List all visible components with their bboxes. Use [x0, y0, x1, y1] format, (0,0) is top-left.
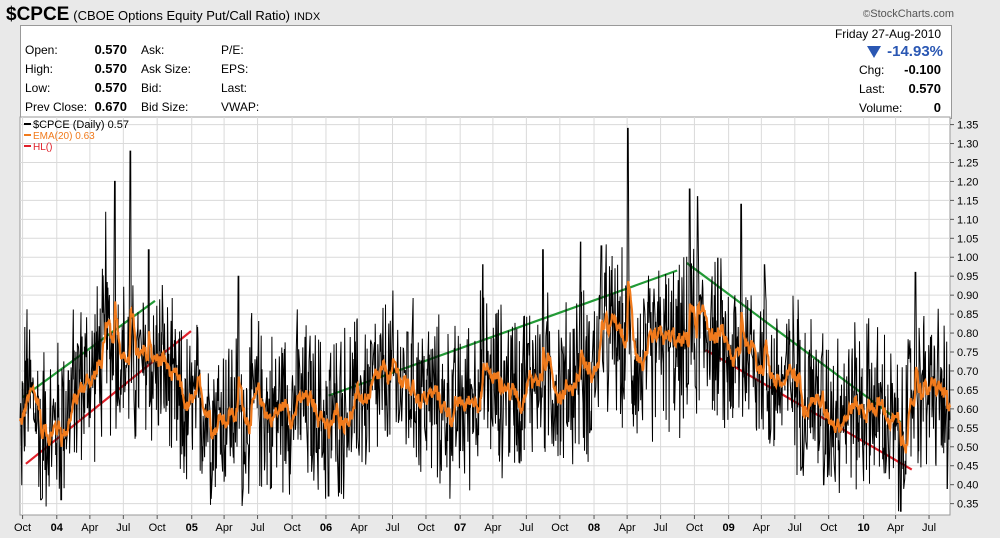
symbol-name: (CBOE Options Equity Put/Call Ratio): [73, 8, 290, 23]
volume-value: 0: [933, 100, 941, 115]
x-tick-label: Oct: [686, 522, 703, 534]
high-value: 0.570: [94, 61, 127, 76]
x-tick-label: Apr: [81, 522, 98, 534]
prev-close-label: Prev Close:: [25, 100, 88, 114]
y-tick-label: 0.75: [957, 347, 978, 359]
last-fund-label: Last:: [221, 81, 248, 95]
x-tick-label: 08: [588, 522, 600, 534]
bid-label: Bid:: [141, 81, 162, 95]
x-tick-label: Oct: [284, 522, 301, 534]
last-label: Last:: [859, 82, 886, 96]
y-tick-label: 1.35: [957, 120, 978, 132]
ema20-line: [18, 281, 952, 454]
brand-name: StockCharts.com: [870, 8, 954, 20]
ask-label: Ask:: [141, 43, 165, 57]
y-tick-label: 0.85: [957, 309, 978, 321]
quote-panel: Open: 0.570 High: 0.570 Low: 0.570 Prev …: [20, 25, 952, 119]
y-tick-label: 1.05: [957, 233, 978, 245]
y-tick-label: 0.55: [957, 423, 978, 435]
brand-logo[interactable]: ©StockCharts.com: [863, 8, 954, 20]
down-triangle-icon: [867, 46, 882, 59]
low-label: Low:: [25, 81, 51, 95]
x-tick-label: Apr: [753, 522, 770, 534]
x-tick-label: Apr: [350, 522, 367, 534]
y-tick-label: 1.15: [957, 195, 978, 207]
y-tick-label: 0.40: [957, 480, 978, 492]
y-tick-label: 1.25: [957, 157, 978, 169]
exchange: INDX: [293, 11, 321, 23]
vwap-label: VWAP:: [221, 100, 260, 114]
x-tick-label: Jul: [251, 522, 265, 534]
legend-label: $CPCE (Daily) 0.57: [33, 119, 129, 131]
open-label: Open:: [25, 43, 58, 57]
symbol: $CPCE: [6, 4, 70, 25]
pe-label: P/E:: [221, 43, 244, 57]
x-tick-label: 04: [51, 522, 64, 534]
chg-label: Chg:: [859, 63, 885, 77]
x-tick-label: Oct: [14, 522, 31, 534]
pct-change-value: -14.93%: [887, 43, 943, 60]
last-value: 0.570: [908, 81, 941, 96]
y-tick-label: 0.95: [957, 271, 978, 283]
y-tick-label: 0.90: [957, 290, 978, 302]
pct-change: -14.93%: [867, 43, 943, 60]
chart-title: $CPCE (CBOE Options Equity Put/Call Rati…: [6, 4, 320, 26]
x-tick-label: Jul: [385, 522, 399, 534]
x-tick-label: Oct: [551, 522, 568, 534]
y-tick-label: 1.30: [957, 139, 978, 151]
high-label: High:: [25, 62, 54, 76]
gridlines: [20, 117, 950, 515]
x-tick-label: Apr: [484, 522, 501, 534]
x-tick-label: Oct: [820, 522, 837, 534]
quote-date: Friday 27-Aug-2010: [834, 27, 941, 41]
y-tick-label: 0.65: [957, 385, 978, 397]
x-tick-label: Jul: [922, 522, 936, 534]
y-tick-label: 0.45: [957, 461, 978, 473]
low-value: 0.570: [94, 80, 127, 95]
x-tick-label: 06: [320, 522, 332, 534]
legend-label: HL(): [33, 142, 52, 153]
y-tick-label: 0.80: [957, 328, 978, 340]
open-value: 0.570: [94, 42, 127, 57]
x-tick-label: Apr: [216, 522, 233, 534]
y-axis: 0.35 0.40 0.45 0.50 0.55 0.60 0.65 0.70 0.75 0.80…: [950, 120, 978, 511]
x-tick-label: Apr: [619, 522, 636, 534]
x-axis: Oct 04 Apr Jul Oct 05 Apr Jul Oct 06 Apr Jul Oct 07 Ap…: [14, 515, 936, 534]
x-tick-label: Jul: [788, 522, 802, 534]
prev-close-value: 0.670: [94, 99, 127, 114]
y-tick-label: 0.35: [957, 499, 978, 511]
chg-value: -0.100: [904, 62, 941, 77]
x-tick-label: 10: [857, 522, 869, 534]
y-tick-label: 0.70: [957, 366, 978, 378]
x-tick-label: 05: [186, 522, 198, 534]
y-tick-label: 0.60: [957, 404, 978, 416]
y-tick-label: 1.00: [957, 252, 978, 264]
x-tick-label: Oct: [417, 522, 434, 534]
copyright-icon: ©: [862, 9, 871, 20]
legend-label: EMA(20) 0.63: [33, 131, 95, 142]
x-tick-label: Apr: [887, 522, 904, 534]
x-tick-label: Oct: [149, 522, 166, 534]
x-tick-label: 07: [454, 522, 466, 534]
eps-label: EPS:: [221, 62, 249, 76]
y-tick-label: 0.50: [957, 442, 978, 454]
ask-size-label: Ask Size:: [141, 62, 192, 76]
bid-size-label: Bid Size:: [141, 100, 189, 114]
y-tick-label: 1.20: [957, 176, 978, 188]
x-tick-label: Jul: [116, 522, 130, 534]
x-tick-label: Jul: [654, 522, 668, 534]
x-tick-label: 09: [722, 522, 734, 534]
volume-label: Volume:: [859, 101, 903, 115]
x-tick-label: Jul: [519, 522, 533, 534]
y-tick-label: 1.10: [957, 214, 978, 226]
series-layer: [18, 127, 952, 512]
